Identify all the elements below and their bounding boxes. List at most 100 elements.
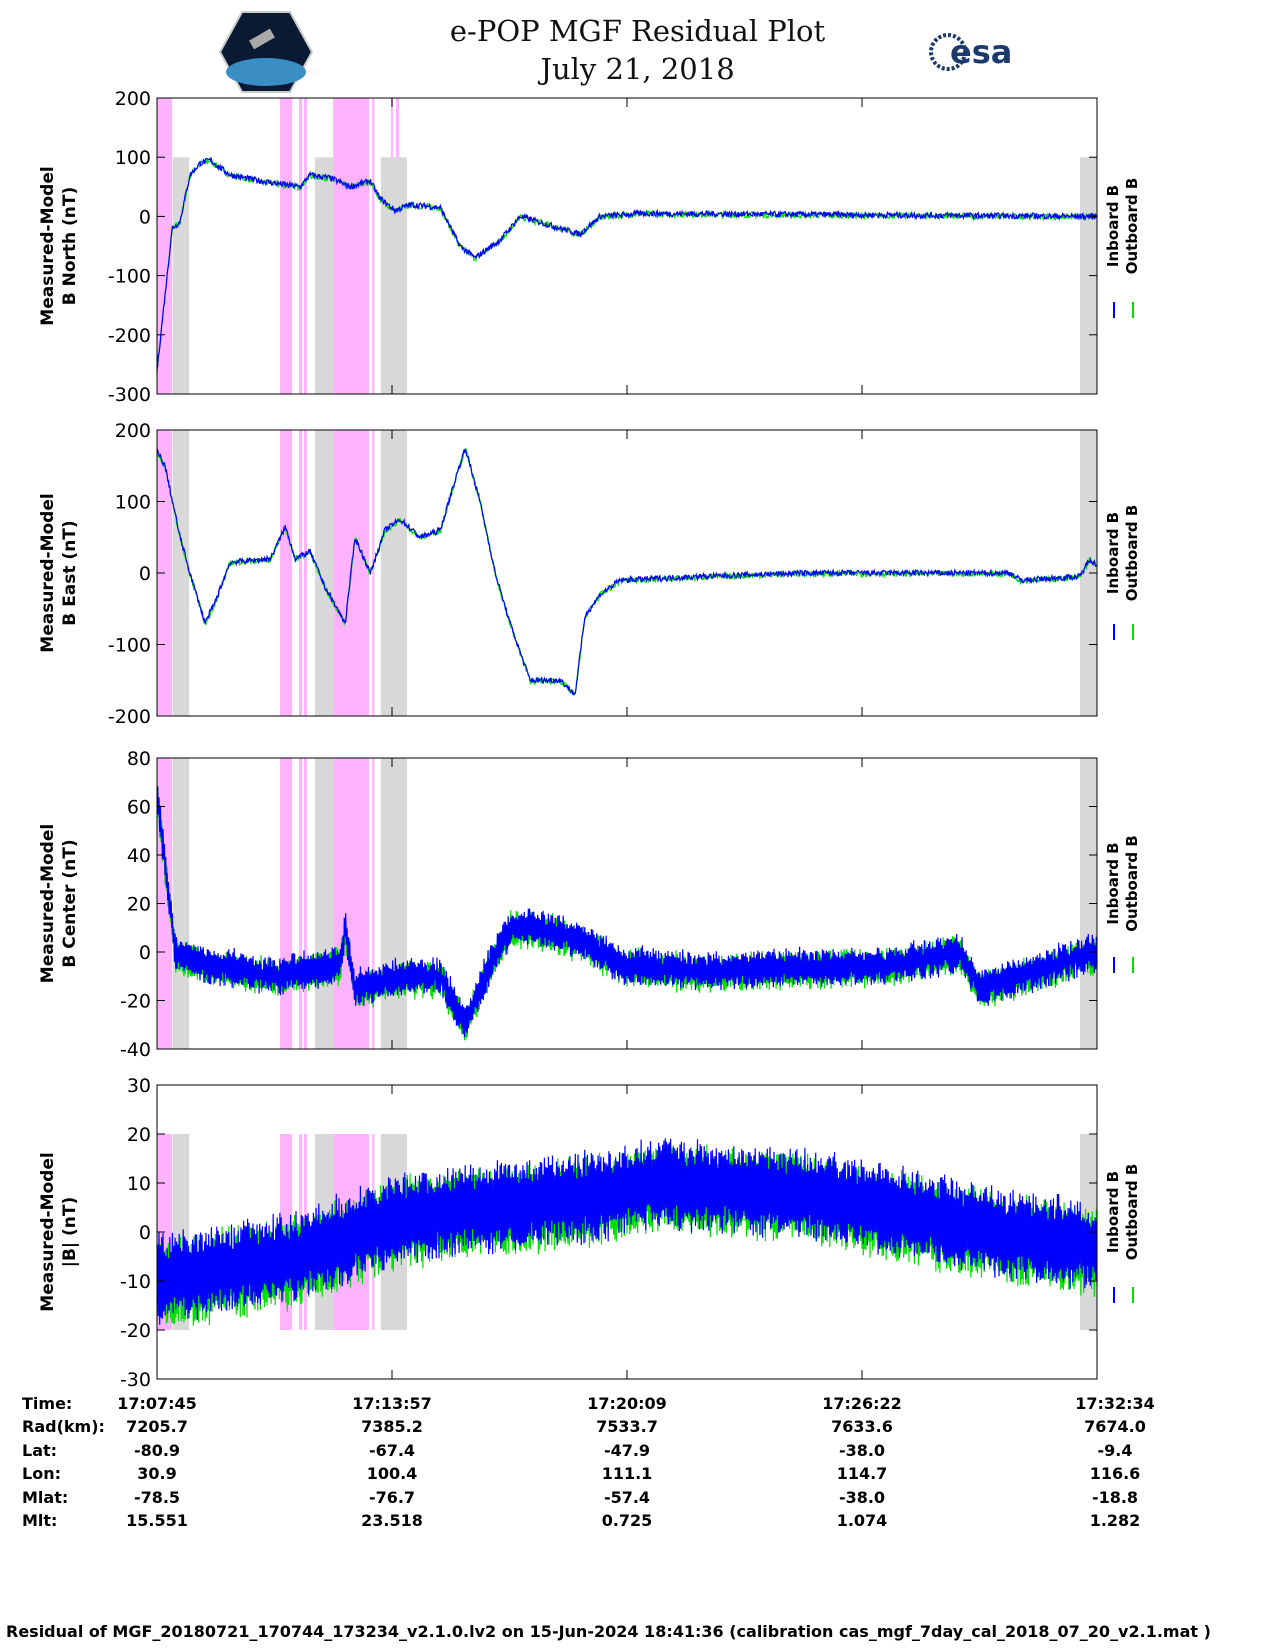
gray-shade-region [172,758,190,1049]
gray-shade-region [172,430,190,716]
y-tick-label: 80 [127,748,151,770]
pink-shade-region [333,98,370,394]
chart-date: July 21, 2018 [540,52,735,86]
legend-label: Outboard B [1123,1164,1141,1261]
esa-logo: esa [929,33,1012,71]
table-cell: 30.9 [137,1464,177,1483]
pink-shade-region [299,430,303,716]
legend-label: Outboard B [1123,505,1141,602]
table-cell: 100.4 [366,1464,418,1483]
y-tick-label: -300 [108,384,151,406]
table-row-label: Mlt: [22,1511,58,1530]
table-cell: 1.282 [1089,1511,1141,1530]
gray-shade-region [380,430,407,716]
inboard-series-line [156,786,1098,1038]
gray-shade-region [314,157,334,394]
y-tick-label: 100 [115,147,151,169]
table-cell: 17:20:09 [587,1394,667,1413]
svg-text:esa: esa [950,33,1012,71]
table-cell: 7674.0 [1084,1417,1146,1436]
gray-shade-region [172,157,190,394]
y-tick-label: 200 [115,88,151,110]
chart-title: e-POP MGF Residual Plot [449,14,826,48]
gray-shade-region [1079,758,1097,1049]
table-cell: -38.0 [838,1488,886,1507]
y-axis-label: Measured-Model [38,166,58,325]
cassiope-logo [218,11,314,93]
y-tick-label: -100 [108,266,151,288]
gray-shade-region [380,758,407,1049]
table-row-label: Lat: [22,1441,58,1460]
table-cell: 1.074 [836,1511,888,1530]
table-cell: -76.7 [368,1488,416,1507]
table-cell: 7633.6 [831,1417,893,1436]
inboard-series-line [156,156,1098,370]
y-tick-label: 0 [139,563,151,585]
y-tick-label: 200 [115,420,151,442]
y-tick-label: -100 [108,635,151,657]
pink-shade-region [372,430,375,716]
pink-shade-region [280,430,293,716]
table-cell: 17:13:57 [352,1394,432,1413]
table-cell: 7205.7 [126,1417,188,1436]
pink-shade-region [157,98,173,394]
pink-shade-region [372,98,375,394]
outboard-series-line [156,157,1098,374]
y-tick-label: -10 [120,1271,151,1293]
table-row-label: Rad(km): [22,1417,105,1436]
y-tick-label: 60 [127,797,151,819]
y-tick-label: -20 [120,991,151,1013]
legend-label: Outboard B [1123,178,1141,275]
y-tick-label: -40 [120,1039,151,1061]
table-cell: -38.0 [838,1441,886,1460]
table-cell: -18.8 [1091,1488,1139,1507]
y-tick-label: 20 [127,1124,151,1146]
legend-label: Outboard B [1123,835,1141,932]
y-tick-label: 100 [115,492,151,514]
table-cell: -80.9 [133,1441,181,1460]
axes-box [156,97,1098,395]
logos: esa [218,11,1012,93]
pink-shade-region [303,430,307,716]
y-axis-label: B North (nT) [60,187,80,306]
gray-shade-region [314,758,334,1049]
table-row-label: Lon: [22,1464,61,1483]
table-cell: 7385.2 [361,1417,423,1436]
y-tick-label: -30 [120,1369,151,1391]
y-tick-label: 0 [139,206,151,228]
axes-box [156,757,1098,1050]
y-axis-label: Measured-Model [38,493,58,652]
outboard-series-line [156,785,1098,1041]
y-tick-label: -200 [108,706,151,728]
table-cell: 114.7 [836,1464,888,1483]
footer-caption: Residual of MGF_20180721_170744_173234_v… [6,1622,1211,1641]
table-cell: -57.4 [603,1488,651,1507]
panel-north: 200 100 0 -100 -200 -300 Measured-Model B North… [38,88,1141,406]
gray-shade-region [314,430,334,716]
legend-label: Inboard B [1104,842,1122,924]
y-axis-label: B East (nT) [60,520,80,625]
legend-label: Inboard B [1104,1171,1122,1253]
legend-label: Inboard B [1104,512,1122,594]
table-cell: 116.6 [1089,1464,1141,1483]
table-cell: 17:26:22 [822,1394,902,1413]
y-axis-label: Measured-Model [38,1152,58,1311]
y-tick-label: 30 [127,1075,151,1097]
pink-shade-region [303,98,307,394]
table-cell: -9.4 [1097,1441,1133,1460]
table-cell: 15.551 [126,1511,188,1530]
y-tick-label: 20 [127,894,151,916]
gray-shade-region [380,157,407,394]
table-cell: 23.518 [361,1511,423,1530]
table-cell: -78.5 [133,1488,181,1507]
table-cell: -47.9 [603,1441,651,1460]
y-tick-label: 10 [127,1173,151,1195]
y-tick-label: 40 [127,845,151,867]
y-tick-label: 0 [139,942,151,964]
table-row-label: Mlat: [22,1488,69,1507]
panel-east: 200 100 0 -100 -200 Measured-Model B East (nT)… [38,420,1141,728]
table-cell: 17:32:34 [1075,1394,1155,1413]
table-row-label: Time: [22,1394,73,1413]
pink-shade-region [280,98,293,394]
inboard-series-line [156,1138,1098,1325]
